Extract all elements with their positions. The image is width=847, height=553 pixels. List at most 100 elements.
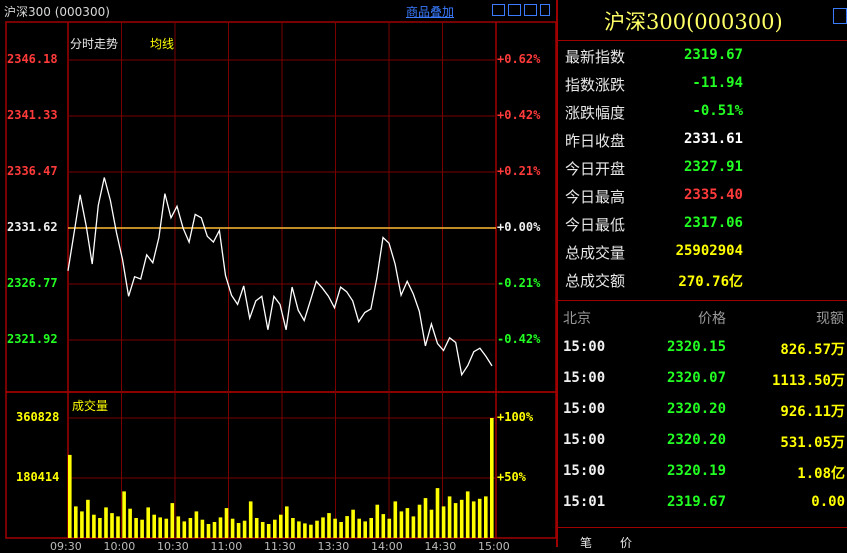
quote-value: -11.94 [692,75,743,91]
volume-bar [212,522,217,538]
quote-value: 270.76亿 [678,274,743,290]
price-axis-label: 2336.47 [7,164,58,178]
volume-bar [459,499,464,538]
price-axis-label: 2346.18 [7,52,58,66]
volume-bar [435,488,440,538]
volume-bar [369,518,373,538]
volume-bar [74,506,78,538]
volume-bar [303,523,307,538]
volume-bars [68,418,494,538]
tick-time: 15:00 [563,339,606,355]
tick-time: 15:00 [563,463,606,479]
volume-bar [297,521,301,538]
volume-bar [411,516,416,538]
quote-label: 总成交量 [565,244,626,262]
tick-price: 2320.19 [667,463,727,479]
volume-pct-label: +100% [497,410,534,424]
volume-bar [357,518,361,538]
volume-bar [363,521,367,538]
tick-price: 2320.07 [667,370,727,386]
tick-amount: 1.08亿 [797,466,845,482]
volume-bar [68,454,72,538]
volume-bar [224,508,229,538]
tab-trades[interactable]: 笔 [580,536,593,550]
volume-bar [122,491,126,538]
avg-line-legend: 均线 [150,37,174,51]
pct-axis-label: +0.00% [497,220,541,234]
volume-bar [399,511,404,538]
window-ctrl-icon[interactable] [492,4,505,16]
tick-time: 15:00 [563,401,606,417]
volume-bar [230,518,235,538]
volume-bar [490,418,494,538]
volume-bar [423,498,428,538]
volume-grid [68,417,496,479]
volume-bar [164,518,169,538]
window-ctrl-icon[interactable] [540,4,550,16]
intraday-chart: 分时走势 均线 成交量 [5,21,556,539]
volume-bar [260,522,265,538]
window-ctrl-icon[interactable] [833,8,847,24]
volume-bar [441,506,446,538]
volume-bar [110,513,114,538]
volume-bar [375,504,380,538]
volume-bar [381,514,386,538]
quote-label: 今日最高 [565,188,626,206]
window-title-bar: 沪深300 (000300) 商品叠加 [0,0,555,22]
volume-bar [158,517,162,538]
volume-bar [92,514,96,538]
volume-bar [152,514,156,538]
volume-bar [285,506,289,538]
tick-price: 2320.20 [667,401,727,417]
price-series-line [67,177,493,377]
tab-price[interactable]: 价 [620,536,633,550]
volume-bar [393,501,398,538]
pct-axis-label: -0.21% [497,276,541,290]
window-title: 沪深300 (000300) [4,5,110,19]
quote-value: 2331.61 [683,131,743,147]
volume-axis-label: 180414 [16,470,60,484]
volume-bar [80,511,84,538]
price-axis-label: 2341.33 [7,108,58,122]
tick-amount: 826.57万 [780,342,845,358]
tick-amount: 531.05万 [780,435,845,451]
volume-bar [194,511,199,538]
pct-axis-label: +0.21% [497,164,541,178]
volume-bar [236,523,241,538]
quote-label: 昨日收盘 [565,132,626,150]
quote-label: 今日开盘 [565,160,626,178]
volume-bar [327,513,331,538]
volume-bar [429,509,434,538]
quote-label: 最新指数 [565,48,626,66]
volume-bar [200,519,205,538]
volume-bar [128,508,132,538]
volume-bar [477,498,482,538]
volume-bar [86,499,90,538]
volume-bar [254,518,259,538]
quote-label: 指数涨跌 [565,76,626,94]
volume-bar [309,524,313,538]
volume-bar [484,496,488,538]
tick-time: 15:01 [563,494,606,510]
volume-pct-label: +50% [497,470,526,484]
volume-bar [387,518,392,538]
volume-bar [405,508,410,538]
quote-value: 25902904 [675,243,743,259]
overlay-commodity-link[interactable]: 商品叠加 [406,5,455,19]
chart-grid [68,22,496,538]
tick-price: 2319.67 [667,494,727,510]
volume-bar [188,518,193,538]
ticks-header: 现额 [816,311,844,327]
volume-bar [266,524,271,538]
quote-panel: 沪深300(000300) [556,0,847,547]
pct-axis-label: -0.42% [497,332,541,346]
volume-bar [170,503,175,538]
volume-bar [333,518,337,538]
window-ctrl-icon[interactable] [524,4,537,16]
volume-bar [417,504,422,538]
volume-bar [176,516,181,538]
volume-bar [453,503,458,538]
window-ctrl-icon[interactable] [508,4,521,16]
volume-bar [465,491,470,538]
panel-title: 沪深300(000300) [604,10,783,34]
